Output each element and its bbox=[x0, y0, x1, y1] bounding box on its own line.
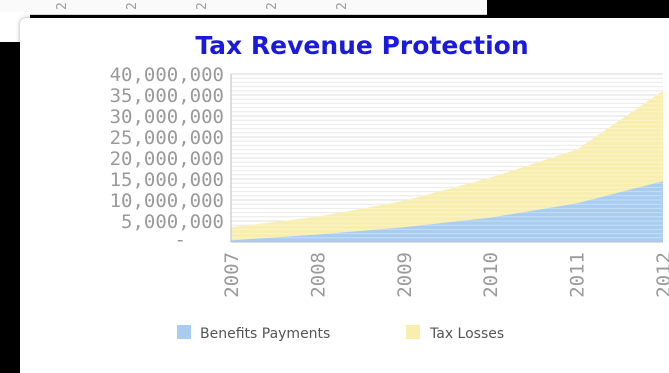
y-tick-label: - bbox=[175, 229, 186, 251]
chart-legend: Benefits Payments Tax Losses bbox=[177, 325, 504, 342]
y-tick-labels: -5,000,00010,000,00015,000,00020,000,000… bbox=[110, 64, 224, 251]
svg-text:2: 2 bbox=[125, 2, 140, 10]
svg-text:2: 2 bbox=[195, 2, 210, 10]
svg-text:2: 2 bbox=[335, 2, 350, 10]
y-tick-label: 5,000,000 bbox=[121, 211, 224, 233]
cut-off-axis-strip: 2 2 2 2 2 bbox=[0, 0, 487, 15]
legend-swatch-tax-losses bbox=[406, 325, 420, 339]
x-tick-label: 2012 bbox=[653, 252, 669, 298]
x-tick-labels: 2007 2008 2009 2010 2011 2012 bbox=[221, 252, 669, 298]
svg-text:2: 2 bbox=[55, 2, 70, 10]
area-tax-losses bbox=[231, 90, 663, 241]
y-tick-label: 10,000,000 bbox=[110, 190, 224, 212]
y-tick-label: 30,000,000 bbox=[110, 106, 224, 128]
svg-text:2: 2 bbox=[265, 2, 280, 10]
x-tick-label: 2008 bbox=[307, 252, 329, 298]
legend-label-tax-losses: Tax Losses bbox=[429, 326, 504, 342]
y-tick-label: 20,000,000 bbox=[110, 148, 224, 170]
x-tick-label: 2011 bbox=[567, 252, 589, 298]
y-tick-label: 35,000,000 bbox=[110, 85, 224, 107]
x-tick-label: 2009 bbox=[394, 252, 416, 298]
chart-areas bbox=[231, 77, 663, 242]
legend-label-benefits-payments: Benefits Payments bbox=[200, 326, 330, 342]
area-benefits-payments bbox=[231, 181, 663, 242]
x-tick-label: 2007 bbox=[221, 252, 243, 298]
cut-off-axis-strip-svg: 2 2 2 2 2 bbox=[55, 2, 350, 10]
y-tick-label: 40,000,000 bbox=[110, 64, 224, 86]
x-tick-label: 2010 bbox=[480, 252, 502, 298]
chart-title: Tax Revenue Protection bbox=[195, 31, 528, 60]
y-tick-label: 25,000,000 bbox=[110, 127, 224, 149]
y-tick-label: 15,000,000 bbox=[110, 169, 224, 191]
chart-axes bbox=[230, 73, 663, 243]
legend-swatch-benefits-payments bbox=[177, 325, 191, 339]
